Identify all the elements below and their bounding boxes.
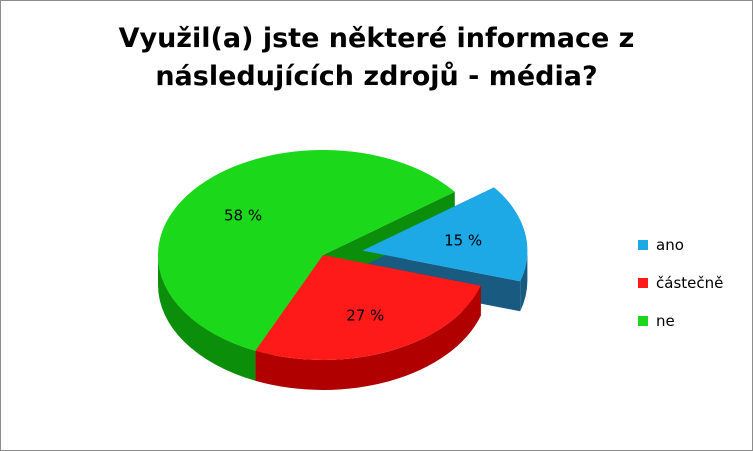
chart-title-line-2: následujících zdrojů - média? xyxy=(155,61,598,92)
legend-label-ne: ne xyxy=(656,312,675,330)
data-label-castecne: 27 % xyxy=(346,306,384,324)
pie-side-ne xyxy=(158,255,256,381)
legend-item-ano: ano xyxy=(638,226,723,264)
legend-item-castecne: částečně xyxy=(638,264,723,302)
chart-title: Využil(a) jste některé informace z násle… xyxy=(0,20,753,96)
data-label-ano: 15 % xyxy=(444,231,482,249)
chart-title-line-1: Využil(a) jste některé informace z xyxy=(118,23,635,54)
legend-swatch-ne xyxy=(638,316,648,326)
legend-label-castecne: částečně xyxy=(656,274,724,292)
legend: ano částečně ne xyxy=(638,226,723,340)
data-label-ne: 58 % xyxy=(224,206,262,224)
pie-side-castecne xyxy=(255,285,481,390)
pie-slice-ano xyxy=(362,187,528,282)
pie-side-ano xyxy=(520,250,528,312)
legend-label-ano: ano xyxy=(656,236,684,254)
legend-swatch-ano xyxy=(638,240,648,250)
pie-slice-ne xyxy=(157,149,455,351)
legend-swatch-castecne xyxy=(638,278,648,288)
pie-slice-castecne xyxy=(255,255,481,360)
legend-item-ne: ne xyxy=(638,302,723,340)
